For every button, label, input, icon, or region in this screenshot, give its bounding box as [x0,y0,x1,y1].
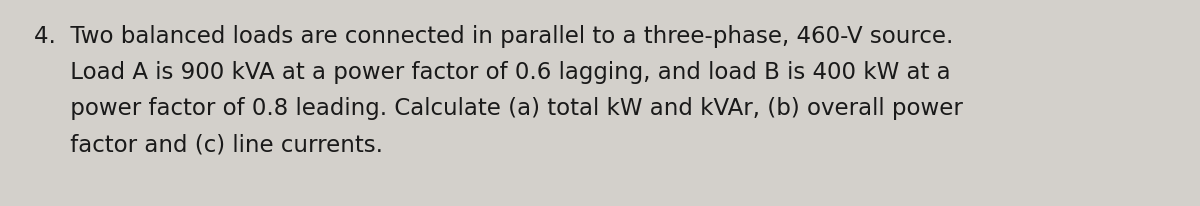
Text: factor and (c) line currents.: factor and (c) line currents. [34,133,383,156]
Text: Load A is 900 kVA at a power factor of 0.6 lagging, and load B is 400 kW at a: Load A is 900 kVA at a power factor of 0… [34,61,950,84]
Text: 4.  Two balanced loads are connected in parallel to a three-phase, 460-V source.: 4. Two balanced loads are connected in p… [34,25,953,48]
Text: power factor of 0.8 leading. Calculate (a) total kW and kVAr, (b) overall power: power factor of 0.8 leading. Calculate (… [34,97,962,120]
